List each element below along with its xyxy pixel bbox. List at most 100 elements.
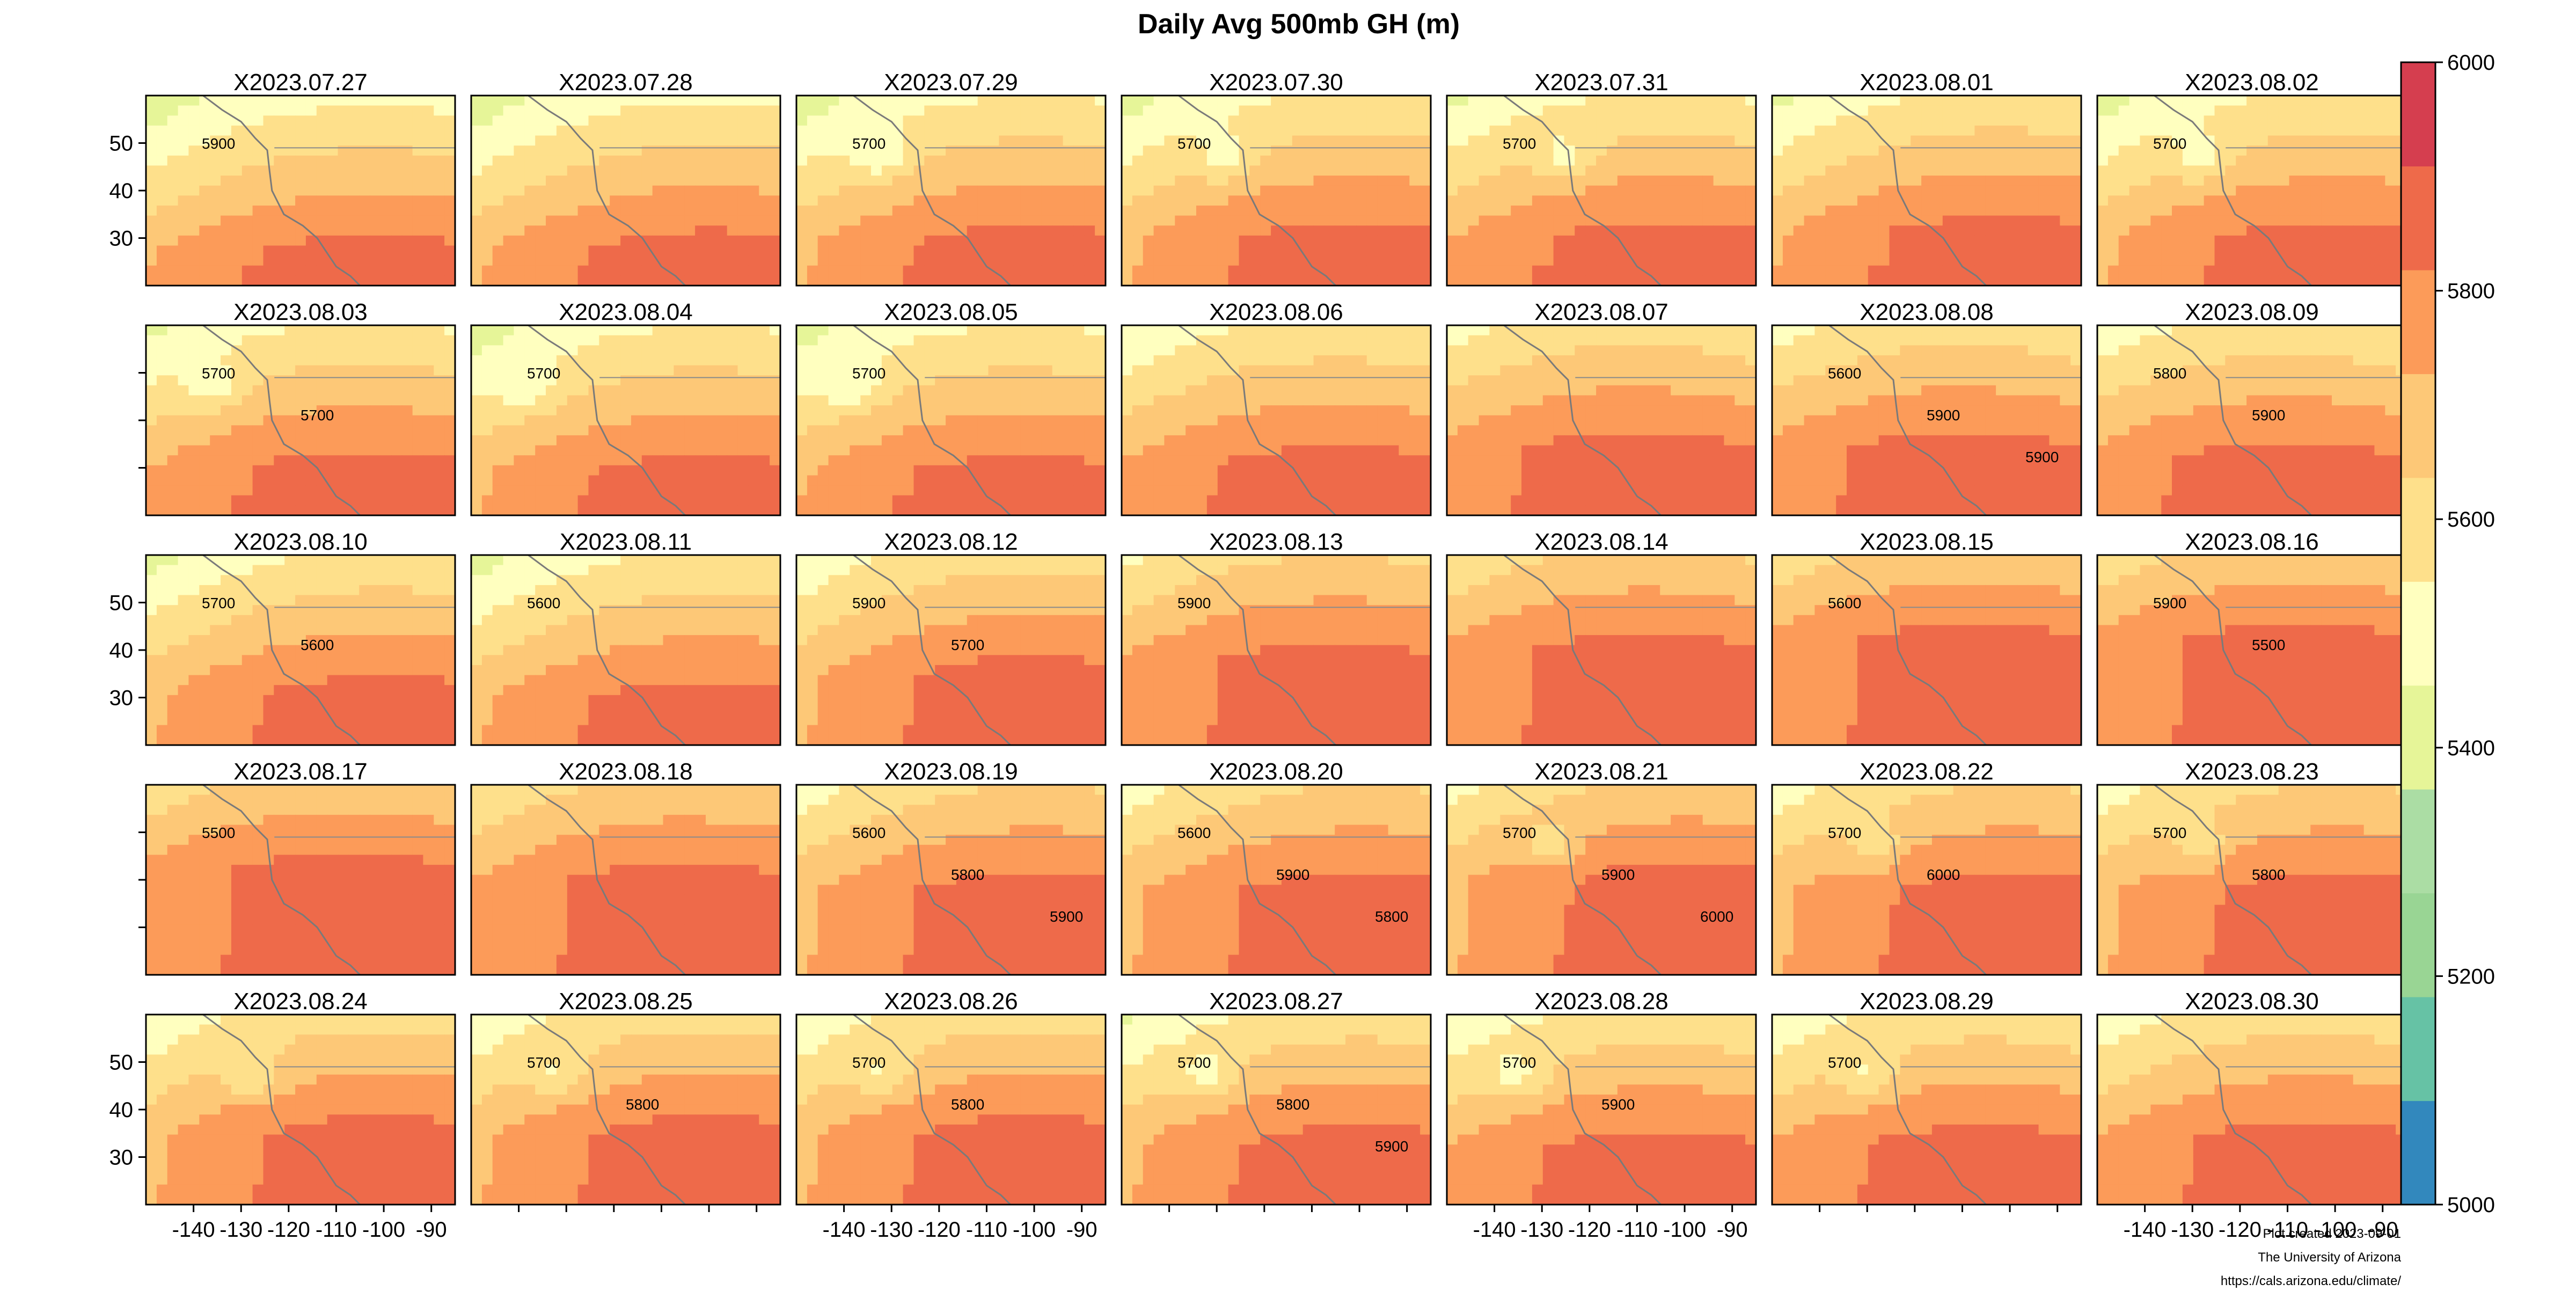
height-cell [514, 476, 525, 486]
height-cell [2385, 136, 2396, 146]
height-cell [167, 106, 179, 116]
height-cell [2161, 156, 2172, 166]
height-cell [2108, 206, 2119, 216]
height-cell [2049, 136, 2060, 146]
height-cell [1356, 126, 1367, 136]
height-cell [1324, 246, 1335, 256]
height-cell [1996, 225, 2007, 236]
height-cell [1063, 275, 1074, 286]
height-cell [748, 335, 759, 346]
height-cell [956, 96, 968, 106]
height-cell [706, 145, 717, 156]
height-cell [829, 96, 840, 106]
height-cell [1847, 156, 1858, 166]
height-cell [434, 176, 445, 186]
height-cell [221, 355, 232, 366]
height-cell [1031, 275, 1042, 286]
height-cell [524, 246, 536, 256]
height-cell [1458, 136, 1469, 146]
height-cell [199, 126, 210, 136]
height-cell [1314, 206, 1325, 216]
height-cell [2364, 195, 2375, 206]
height-cell [1249, 115, 1261, 126]
height-cell [770, 405, 781, 415]
height-cell [253, 186, 264, 196]
height-field [471, 96, 781, 286]
height-cell [167, 186, 179, 196]
height-cell [1564, 115, 1576, 126]
height-cell [1985, 156, 1996, 166]
height-cell [2204, 176, 2215, 186]
height-cell [2060, 176, 2071, 186]
height-cell [727, 385, 738, 396]
height-cell [434, 266, 445, 276]
height-cell [444, 165, 456, 176]
height-cell [503, 375, 515, 385]
height-cell [1143, 126, 1154, 136]
height-cell [684, 325, 696, 335]
height-cell [1042, 176, 1053, 186]
height-cell [402, 476, 413, 486]
height-cell [380, 415, 392, 426]
height-cell [284, 395, 296, 405]
height-cell [1714, 256, 1725, 266]
height-cell [2161, 195, 2172, 206]
height-cell [1324, 165, 1335, 176]
height-cell [1511, 225, 1522, 236]
height-cell [295, 345, 306, 355]
height-cell [946, 136, 957, 146]
height-cell [1825, 145, 1836, 156]
height-cell [738, 495, 749, 506]
height-cell [1825, 275, 1836, 286]
height-cell [727, 136, 738, 146]
height-cell [642, 375, 653, 385]
height-cell [2289, 156, 2301, 166]
height-cell [839, 165, 850, 176]
height-cell [727, 415, 738, 426]
height-cell [1985, 115, 1996, 126]
height-cell [1649, 246, 1660, 256]
height-cell [2049, 216, 2060, 226]
height-cell [642, 485, 653, 495]
height-cell [1324, 115, 1335, 126]
height-cell [231, 335, 243, 346]
height-cell [1814, 96, 1826, 106]
height-cell [653, 186, 664, 196]
height-cell [284, 335, 296, 346]
height-cell [210, 345, 221, 355]
height-cell [759, 266, 770, 276]
height-cell [167, 145, 179, 156]
height-cell [578, 395, 589, 405]
height-cell [1420, 176, 1431, 186]
height-cell [2140, 136, 2151, 146]
height-cell [1900, 266, 1911, 276]
height-cell [578, 225, 589, 236]
height-cell [2332, 145, 2343, 156]
height-cell [1031, 136, 1042, 146]
height-cell [210, 176, 221, 186]
height-cell [327, 106, 339, 116]
height-cell [2097, 115, 2109, 126]
height-cell [1042, 115, 1053, 126]
height-cell [684, 335, 696, 346]
height-cell [2039, 165, 2050, 176]
height-cell [264, 206, 275, 216]
height-cell [1964, 195, 1975, 206]
height-cell [1500, 246, 1511, 256]
height-cell [482, 495, 493, 506]
height-cell [1985, 165, 1996, 176]
height-cell [2039, 156, 2050, 166]
height-cell [402, 156, 413, 166]
height-cell [1042, 216, 1053, 226]
height-cell [2257, 195, 2268, 206]
height-cell [2300, 165, 2311, 176]
height-cell [1164, 246, 1175, 256]
height-cell [978, 186, 989, 196]
height-cell [1511, 206, 1522, 216]
height-cell [903, 256, 914, 266]
height-cell [2204, 96, 2215, 106]
height-cell [514, 435, 525, 446]
height-cell [567, 165, 579, 176]
height-cell [264, 195, 275, 206]
height-cell [1420, 246, 1431, 256]
